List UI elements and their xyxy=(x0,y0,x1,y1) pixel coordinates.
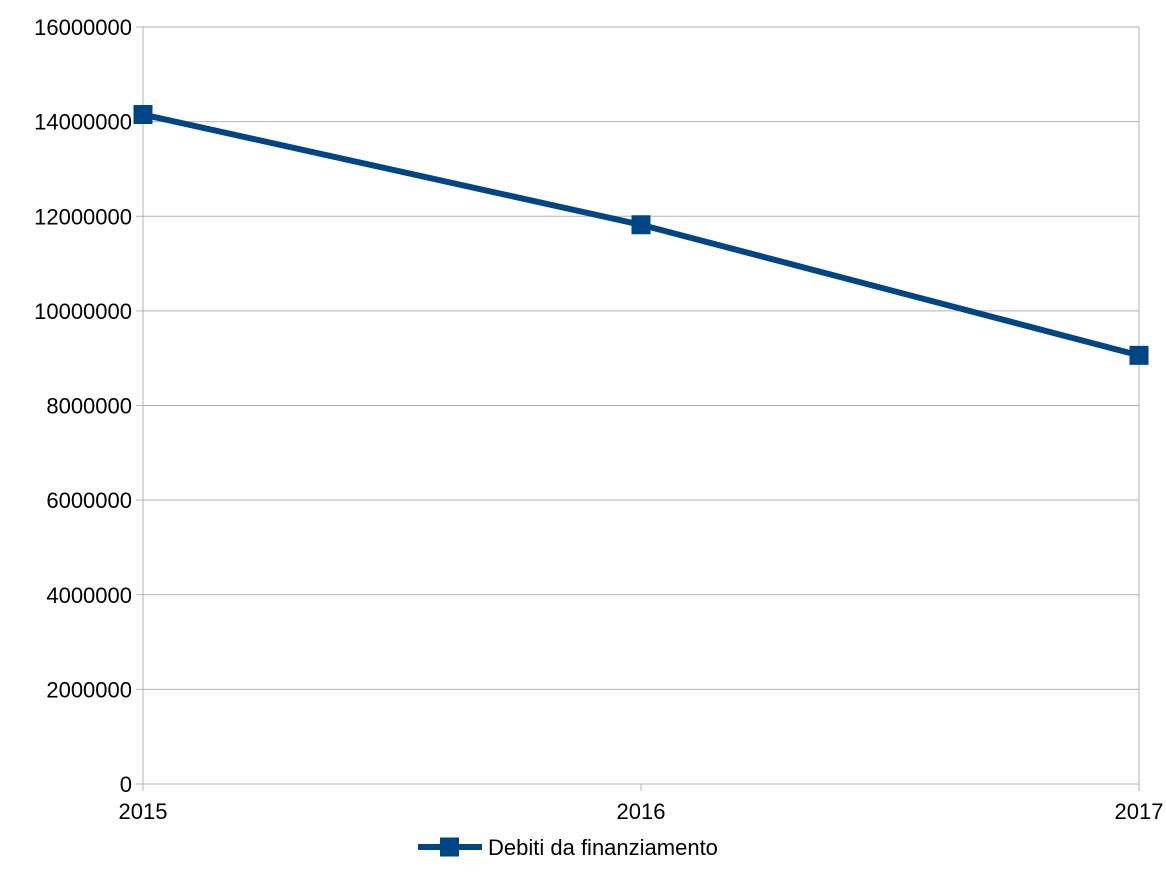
legend: Debiti da finanziamento xyxy=(418,835,718,860)
x-tick-label: 2015 xyxy=(119,799,168,824)
y-tick-label: 12000000 xyxy=(34,204,132,229)
x-tick-labels: 2015 2016 2017 xyxy=(119,799,1164,824)
y-tick-label: 16000000 xyxy=(34,15,132,40)
data-point-marker xyxy=(1129,345,1149,365)
series-line xyxy=(142,111,1140,359)
axes xyxy=(136,26,1140,791)
data-point-marker xyxy=(133,105,153,125)
x-tick-label: 2017 xyxy=(1115,799,1164,824)
y-tick-label: 4000000 xyxy=(46,583,132,608)
y-tick-label: 14000000 xyxy=(34,110,132,135)
legend-label: Debiti da finanziamento xyxy=(488,835,718,860)
y-tick-label: 6000000 xyxy=(46,488,132,513)
legend-marker-swatch xyxy=(440,837,459,857)
gridlines xyxy=(143,26,1139,785)
y-tick-label: 0 xyxy=(120,772,132,797)
x-tick-label: 2016 xyxy=(617,799,666,824)
data-point-marker xyxy=(631,215,651,235)
y-tick-labels: 0 2000000 4000000 6000000 8000000 10000000 120… xyxy=(34,15,132,797)
y-tick-label: 2000000 xyxy=(46,677,132,702)
series xyxy=(133,105,1149,365)
y-tick-label: 10000000 xyxy=(34,299,132,324)
y-tick-label: 8000000 xyxy=(46,394,132,419)
